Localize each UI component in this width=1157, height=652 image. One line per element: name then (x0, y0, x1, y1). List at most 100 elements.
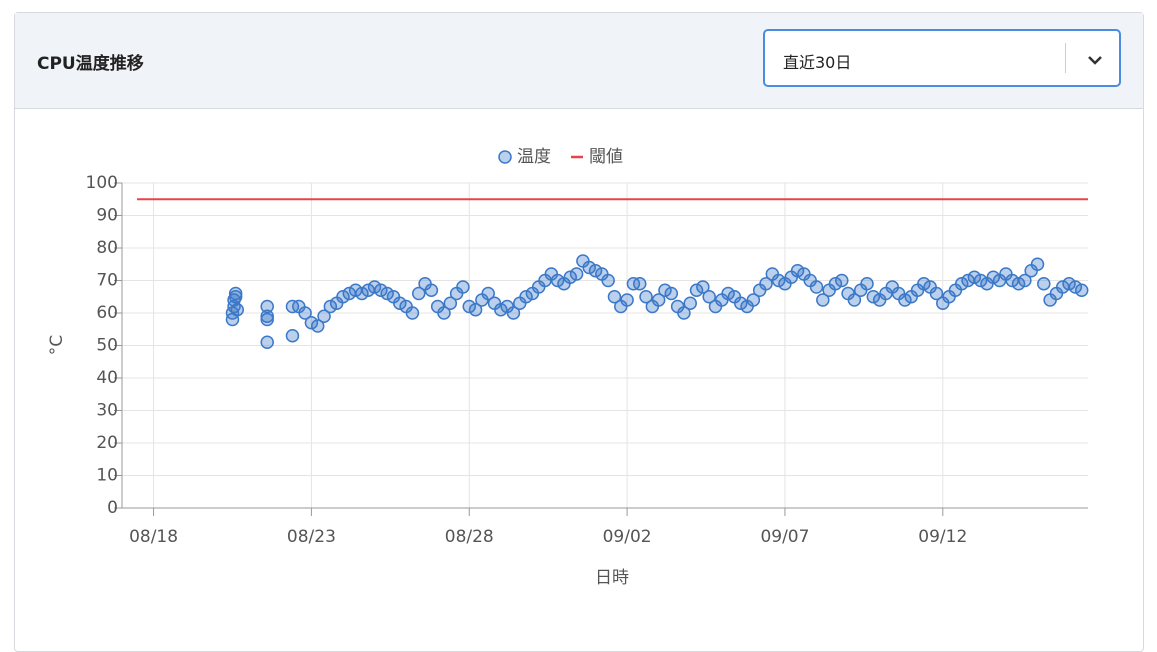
data-point (468, 303, 483, 317)
data-point (437, 306, 451, 320)
data-point (304, 316, 319, 330)
y-tick-label: 30 (96, 401, 118, 421)
data-point (620, 293, 634, 307)
data-point (374, 283, 388, 297)
data-point (367, 280, 382, 294)
x-tick-label: 08/28 (445, 527, 494, 547)
data-point (816, 293, 830, 307)
y-tick-label: 40 (96, 368, 118, 388)
data-point (228, 286, 243, 301)
divider (1065, 43, 1066, 73)
data-point (260, 335, 274, 349)
data-point (506, 306, 521, 320)
data-point (632, 277, 647, 291)
data-point (285, 329, 300, 343)
data-point (683, 296, 697, 310)
data-point (973, 273, 988, 288)
data-point (771, 273, 786, 288)
data-point (828, 277, 843, 291)
y-tick-label: 60 (96, 303, 118, 323)
data-point (550, 273, 565, 288)
data-point (230, 303, 244, 317)
data-point (702, 290, 716, 304)
data-point (696, 280, 710, 294)
data-point (847, 293, 862, 307)
data-point (658, 283, 672, 297)
data-point (929, 286, 944, 301)
x-tick-label: 09/12 (918, 527, 967, 547)
data-point (519, 290, 533, 304)
x-tick-label: 08/18 (129, 527, 178, 547)
data-point (986, 270, 1001, 284)
data-point (494, 303, 508, 317)
y-tick-label: 70 (96, 271, 118, 291)
x-tick-label: 09/02 (603, 527, 652, 547)
y-tick-label: 80 (96, 238, 118, 258)
y-tick-label: 100 (86, 173, 118, 193)
data-point (746, 293, 761, 307)
data-point (411, 286, 426, 301)
data-point (456, 280, 470, 294)
period-select[interactable]: 直近30日 (763, 29, 1121, 87)
y-tick-label: 90 (96, 206, 118, 226)
data-point (917, 277, 931, 291)
data-point (298, 306, 312, 320)
data-point (462, 299, 477, 314)
card-header: CPU温度推移 直近30日 (15, 13, 1143, 109)
x-tick-label: 09/07 (760, 527, 809, 547)
data-point (317, 309, 331, 323)
data-point (677, 306, 691, 320)
data-point (1018, 273, 1032, 288)
data-point (310, 319, 325, 333)
data-point (898, 293, 912, 307)
y-tick-label: 50 (96, 336, 118, 356)
data-point (1062, 277, 1076, 291)
data-point (588, 264, 603, 278)
select-value: 直近30日 (783, 53, 852, 72)
data-point (809, 280, 824, 294)
data-point (380, 286, 394, 301)
data-point (733, 296, 748, 310)
data-point (393, 296, 407, 310)
data-point (759, 277, 773, 291)
data-point (443, 296, 458, 310)
data-point (323, 299, 338, 314)
y-axis-label: °C (47, 335, 67, 355)
data-point (967, 270, 982, 284)
data-point (1074, 283, 1089, 297)
data-point (664, 286, 679, 301)
data-point (835, 273, 849, 288)
data-point (721, 286, 735, 301)
data-point (601, 273, 615, 288)
data-point (260, 299, 274, 314)
data-point (954, 277, 969, 291)
x-axis-label: 日時 (595, 568, 629, 588)
data-point (607, 290, 622, 304)
card: CPU温度推移 直近30日 (14, 12, 1144, 652)
legend-label: 温度 (517, 147, 551, 167)
y-tick-label: 10 (96, 466, 118, 486)
data-point (481, 286, 495, 301)
data-point (355, 286, 369, 301)
data-point (260, 312, 274, 327)
data-point (651, 293, 666, 307)
data-point (1011, 277, 1026, 291)
y-tick-label: 0 (107, 498, 118, 518)
legend-label: 閾値 (589, 147, 623, 167)
data-point (228, 290, 243, 304)
data-point (1068, 280, 1083, 294)
data-point (639, 290, 653, 304)
data-point (582, 260, 596, 275)
data-point (260, 309, 274, 323)
data-point (860, 277, 874, 291)
data-point (790, 264, 805, 278)
data-point (689, 283, 704, 297)
data-point (424, 283, 439, 297)
card-title: CPU温度推移 (37, 54, 144, 74)
y-tick-label: 20 (96, 433, 118, 453)
legend-marker (498, 150, 512, 164)
x-tick-label: 08/23 (287, 527, 336, 547)
data-point (866, 290, 881, 304)
